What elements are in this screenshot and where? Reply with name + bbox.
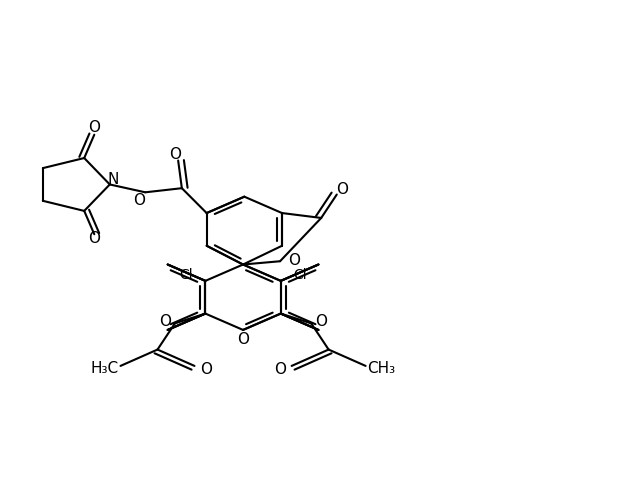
Text: O: O bbox=[315, 314, 327, 329]
Text: O: O bbox=[88, 230, 100, 246]
Text: O: O bbox=[159, 314, 172, 329]
Text: Cl: Cl bbox=[179, 267, 193, 281]
Text: Cl: Cl bbox=[293, 267, 307, 281]
Text: O: O bbox=[288, 253, 300, 268]
Text: O: O bbox=[88, 120, 100, 135]
Text: H₃C: H₃C bbox=[90, 360, 118, 375]
Text: CH₃: CH₃ bbox=[367, 360, 396, 375]
Text: O: O bbox=[237, 331, 249, 347]
Text: O: O bbox=[133, 192, 145, 207]
Text: O: O bbox=[336, 182, 348, 197]
Text: N: N bbox=[108, 171, 118, 186]
Text: O: O bbox=[169, 146, 181, 161]
Text: O: O bbox=[274, 361, 286, 376]
Text: O: O bbox=[200, 361, 212, 376]
